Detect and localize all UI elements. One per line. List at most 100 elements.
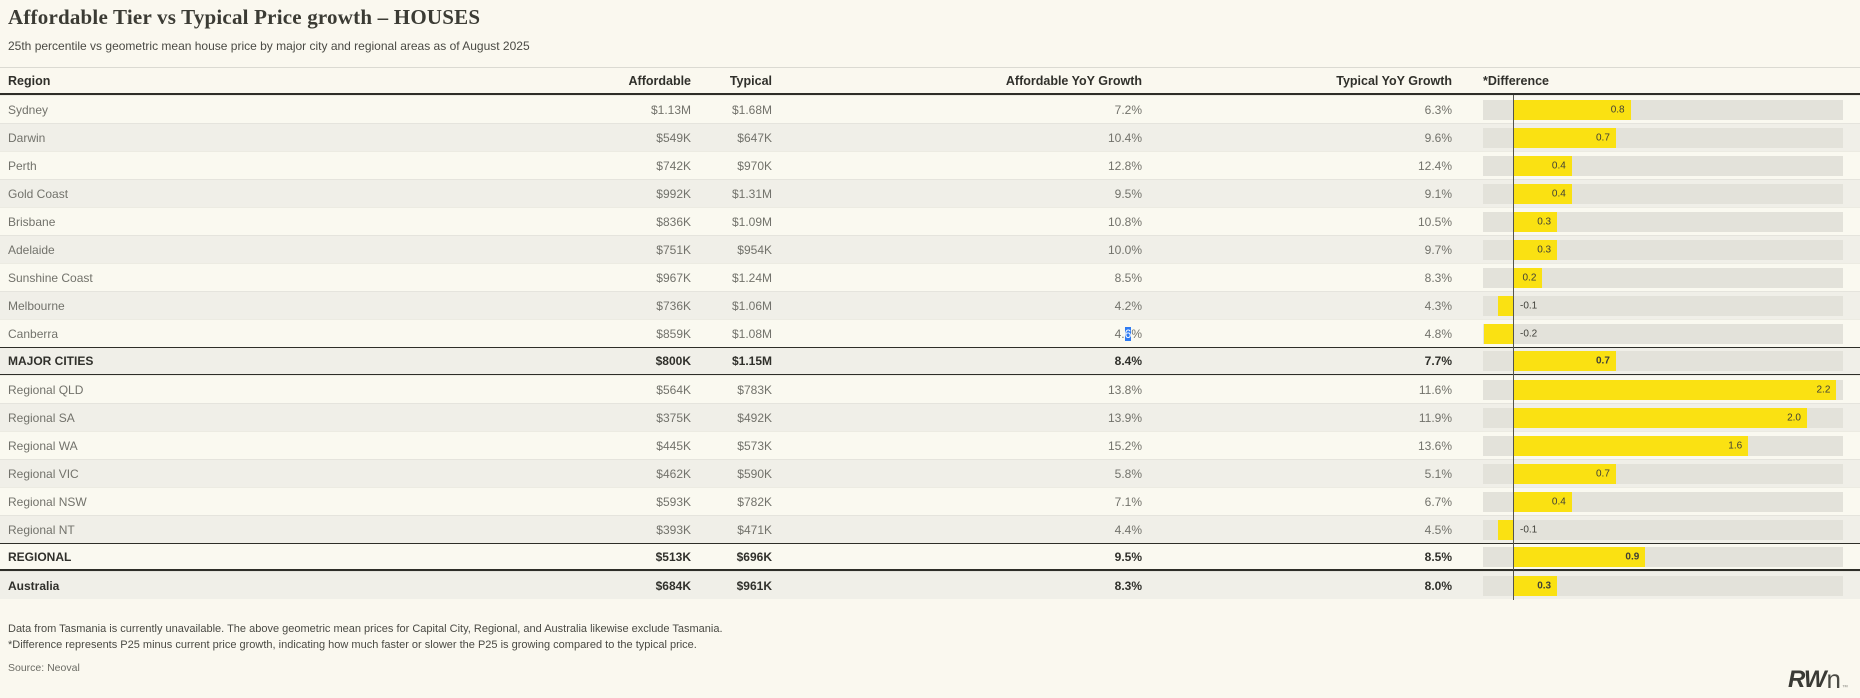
- region-cell: Sunshine Coast: [8, 270, 93, 285]
- zero-axis-line: [1513, 319, 1514, 348]
- typical-price-cell: $954K: [737, 242, 772, 257]
- col-header-affordable[interactable]: Affordable: [628, 73, 692, 88]
- typical-price-cell: $783K: [737, 382, 772, 397]
- region-cell: Melbourne: [8, 298, 65, 313]
- difference-bar: [1513, 183, 1572, 204]
- table-row[interactable]: Perth $742K $970K 12.8% 12.4% 0.4: [0, 151, 1860, 180]
- col-header-typical[interactable]: Typical: [729, 73, 772, 88]
- affordable-yoy-cell: 9.5%: [1114, 186, 1142, 201]
- difference-value-label: -0.1: [1520, 300, 1538, 311]
- table-row[interactable]: Australia $684K $961K 8.3% 8.0% 0.3: [0, 571, 1860, 600]
- typical-yoy-cell: 4.8%: [1424, 326, 1452, 341]
- page-title: Affordable Tier vs Typical Price growth …: [8, 5, 481, 29]
- typical-yoy-cell: 9.7%: [1424, 242, 1452, 257]
- difference-bar: [1513, 379, 1837, 400]
- col-header-difference[interactable]: *Difference: [1452, 68, 1860, 93]
- affordable-yoy-cell: 12.8%: [1107, 158, 1142, 173]
- difference-cell: 0.4: [1452, 151, 1860, 180]
- table-row[interactable]: Brisbane $836K $1.09M 10.8% 10.5% 0.3: [0, 207, 1860, 236]
- typical-price-cell: $1.15M: [731, 354, 772, 368]
- affordable-yoy-cell: 8.5%: [1114, 270, 1142, 285]
- affordable-price-cell: $564K: [656, 382, 691, 397]
- table-row[interactable]: Melbourne $736K $1.06M 4.2% 4.3% -0.1: [0, 291, 1860, 320]
- table-row[interactable]: REGIONAL $513K $696K 9.5% 8.5% 0.9: [0, 543, 1860, 571]
- affordable-yoy-cell: 8.4%: [1114, 354, 1142, 368]
- typical-yoy-cell: 4.3%: [1424, 298, 1452, 313]
- col-header-typical-yoy[interactable]: Typical YoY Growth: [1336, 73, 1452, 88]
- affordable-yoy-cell: 4.2%: [1114, 298, 1142, 313]
- difference-bar-track: 0.4: [1483, 151, 1843, 180]
- table-row[interactable]: Regional QLD $564K $783K 13.8% 11.6% 2.2: [0, 375, 1860, 404]
- difference-cell: -0.1: [1452, 291, 1860, 320]
- region-cell: Australia: [8, 578, 60, 593]
- table-row[interactable]: Regional WA $445K $573K 15.2% 13.6% 1.6: [0, 431, 1860, 460]
- difference-value-label: 0.4: [1551, 496, 1566, 507]
- affordable-price-cell: $549K: [656, 130, 691, 145]
- col-header-region[interactable]: Region: [8, 73, 51, 88]
- difference-bar: [1498, 295, 1513, 316]
- region-cell: MAJOR CITIES: [8, 354, 94, 368]
- table-row[interactable]: Regional NSW $593K $782K 7.1% 6.7% 0.4: [0, 487, 1860, 516]
- difference-value-label: 0.4: [1551, 188, 1566, 199]
- col-header-affordable-yoy[interactable]: Affordable YoY Growth: [1005, 73, 1142, 88]
- difference-bar: [1513, 267, 1543, 288]
- region-cell: Adelaide: [8, 242, 55, 257]
- text-selection-highlight: 6: [1124, 326, 1132, 341]
- affordable-price-cell: $800K: [655, 354, 691, 368]
- difference-bar: [1513, 407, 1807, 428]
- table-row[interactable]: Darwin $549K $647K 10.4% 9.6% 0.7: [0, 123, 1860, 152]
- difference-value-label: 0.2: [1522, 272, 1537, 283]
- table-row[interactable]: Sydney $1.13M $1.68M 7.2% 6.3% 0.8: [0, 95, 1860, 124]
- difference-value-label: 0.4: [1551, 160, 1566, 171]
- difference-cell: 0.7: [1452, 123, 1860, 152]
- zero-axis-line: [1513, 291, 1514, 320]
- affordable-price-cell: $992K: [656, 186, 691, 201]
- table-body: Sydney $1.13M $1.68M 7.2% 6.3% 0.8 Darwin $549K…: [0, 95, 1860, 600]
- difference-cell: -0.2: [1452, 319, 1860, 348]
- col-header-difference-label: *Difference: [1483, 73, 1549, 88]
- difference-bar-track: 0.7: [1483, 459, 1843, 488]
- difference-bar-track: 0.9: [1483, 543, 1843, 570]
- difference-bar-track: 0.4: [1483, 179, 1843, 208]
- affordable-price-cell: $393K: [656, 522, 691, 537]
- affordable-price-cell: $751K: [656, 242, 691, 257]
- difference-cell: 0.3: [1452, 571, 1860, 600]
- difference-cell: 0.3: [1452, 207, 1860, 236]
- table-row[interactable]: Regional VIC $462K $590K 5.8% 5.1% 0.7: [0, 459, 1860, 488]
- table-header-row: Region Affordable Typical Affordable YoY…: [0, 67, 1860, 93]
- table-row[interactable]: Adelaide $751K $954K 10.0% 9.7% 0.3: [0, 235, 1860, 264]
- table-row[interactable]: Canberra $859K $1.08M 4.6% 4.8% -0.2: [0, 319, 1860, 348]
- table-row[interactable]: MAJOR CITIES $800K $1.15M 8.4% 7.7% 0.7: [0, 347, 1860, 375]
- typical-yoy-cell: 11.6%: [1418, 382, 1452, 397]
- table-row[interactable]: Gold Coast $992K $1.31M 9.5% 9.1% 0.4: [0, 179, 1860, 208]
- difference-bar: [1513, 491, 1572, 512]
- difference-bar-track: 0.7: [1483, 123, 1843, 152]
- typical-price-cell: $1.24M: [731, 270, 772, 285]
- difference-value-label: -0.2: [1520, 328, 1538, 339]
- region-cell: REGIONAL: [8, 549, 72, 564]
- typical-price-cell: $1.08M: [731, 326, 772, 341]
- zero-axis-line: [1513, 347, 1514, 375]
- table-row[interactable]: Regional NT $393K $471K 4.4% 4.5% -0.1: [0, 515, 1860, 544]
- table-row[interactable]: Sunshine Coast $967K $1.24M 8.5% 8.3% 0.2: [0, 263, 1860, 292]
- zero-axis-line: [1513, 123, 1514, 152]
- difference-value-label: 0.7: [1595, 468, 1610, 479]
- typical-price-cell: $1.68M: [731, 102, 772, 117]
- difference-bar: [1513, 351, 1616, 371]
- typical-price-cell: $647K: [737, 130, 772, 145]
- difference-value-label: 2.0: [1787, 412, 1801, 423]
- difference-bar: [1483, 323, 1513, 344]
- difference-bar: [1513, 211, 1558, 232]
- region-cell: Regional SA: [8, 410, 75, 425]
- difference-bar: [1513, 546, 1646, 567]
- difference-bar: [1513, 463, 1616, 484]
- typical-price-cell: $492K: [737, 410, 772, 425]
- affordable-price-cell: $859K: [656, 326, 691, 341]
- typical-yoy-cell: 7.7%: [1424, 354, 1452, 368]
- affordable-price-cell: $445K: [656, 438, 691, 453]
- difference-cell: 2.0: [1452, 403, 1860, 432]
- table-row[interactable]: Regional SA $375K $492K 13.9% 11.9% 2.0: [0, 403, 1860, 432]
- logo-n: n: [1826, 664, 1841, 694]
- affordable-price-cell: $375K: [656, 410, 691, 425]
- difference-cell: 0.2: [1452, 263, 1860, 292]
